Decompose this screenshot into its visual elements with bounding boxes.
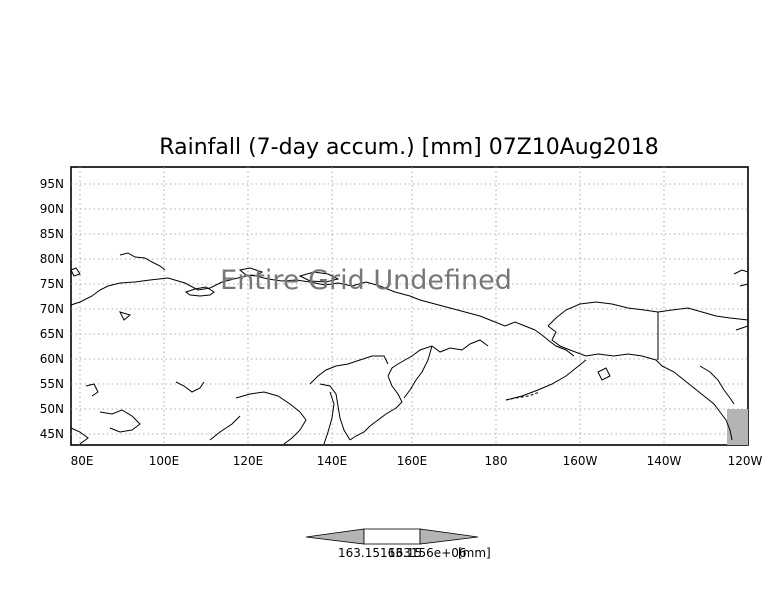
lat-label: 60N [40,352,64,366]
lon-label: 120W [728,454,763,468]
lat-label: 90N [40,202,64,216]
lon-label: 120E [233,454,264,468]
latitude-labels: 95N 90N 85N 80N 75N 70N 65N 60N 55N 50N … [40,177,64,441]
lat-label: 55N [40,377,64,391]
colorbar-middle [363,528,421,545]
lon-label: 160E [397,454,428,468]
lat-label: 65N [40,327,64,341]
lon-label: 80E [71,454,94,468]
lat-label: 70N [40,302,64,316]
colorbar-label-right: 163.15 [380,546,422,560]
coastlines [70,252,749,445]
colorbar-label-mid: 163156e+06 [388,546,467,560]
lat-label: 85N [40,227,64,241]
colorbar-right-arrow [419,528,479,545]
colorbar-label-left: 163.15 [338,546,380,560]
lat-label: 75N [40,277,64,291]
longitude-labels: 80E 100E 120E 140E 160E 180 160W 140W 12… [71,454,763,468]
colorbar: 163.15 163156e+06 163.15 [mm] [305,528,491,560]
lat-label: 50N [40,402,64,416]
lat-label: 45N [40,427,64,441]
lat-label: 80N [40,252,64,266]
lon-label: 140E [317,454,348,468]
lat-label: 95N [40,177,64,191]
lon-label: 180 [485,454,508,468]
map-title: Rainfall (7-day accum.) [mm] 07Z10Aug201… [159,135,658,160]
undefined-grid-message: Entire Grid Undefined [220,265,512,296]
lon-label: 160W [563,454,598,468]
plot-frame [70,166,749,446]
lon-label: 100E [149,454,180,468]
latitude-gridlines [71,183,748,435]
colorbar-left-arrow [305,528,365,545]
longitude-gridlines [79,167,665,445]
colorbar-unit: [mm] [458,546,491,560]
lon-label: 140W [647,454,682,468]
shaded-region [727,409,748,445]
